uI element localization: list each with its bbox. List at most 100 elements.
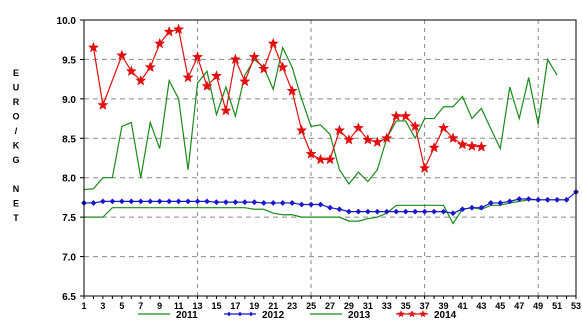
data-point-2012 xyxy=(336,206,343,213)
x-tick-label: 53 xyxy=(571,301,581,311)
data-point-2014 xyxy=(210,70,223,81)
data-point-2014 xyxy=(163,25,175,37)
data-point-2012 xyxy=(487,200,494,206)
data-point-2012 xyxy=(308,201,314,208)
data-point-2012 xyxy=(100,198,106,205)
data-point-2012 xyxy=(270,200,277,206)
x-tick-label: 1 xyxy=(81,301,86,311)
data-point-2014 xyxy=(258,62,270,74)
data-point-2014 xyxy=(97,99,109,110)
data-point-2012 xyxy=(393,208,400,215)
data-point-2014 xyxy=(475,141,488,152)
data-point-2014 xyxy=(324,153,336,165)
data-point-2014 xyxy=(333,124,346,136)
x-tick-label: 9 xyxy=(157,301,162,311)
data-point-2012 xyxy=(204,198,210,205)
data-point-2012 xyxy=(364,208,371,215)
data-point-2014 xyxy=(409,120,421,132)
data-point-2014 xyxy=(362,133,374,145)
data-point-2012 xyxy=(317,201,324,208)
data-point-2012 xyxy=(147,198,154,205)
y-tick-label: 9.5 xyxy=(62,55,76,66)
x-tick-label: 41 xyxy=(457,301,467,311)
x-tick-label: 11 xyxy=(174,301,184,311)
x-tick-label: 21 xyxy=(268,301,278,311)
data-point-2014 xyxy=(456,138,469,150)
y-tick-label: 8.5 xyxy=(62,134,76,145)
data-point-2014 xyxy=(144,61,156,73)
data-point-2012 xyxy=(298,201,305,208)
data-point-2014 xyxy=(400,110,412,121)
data-point-2012 xyxy=(194,198,201,205)
y-axis-label-char: R xyxy=(13,97,20,107)
data-point-2014 xyxy=(390,110,402,121)
data-point-2014 xyxy=(343,133,355,145)
data-point-2014 xyxy=(286,85,298,96)
x-tick-label: 13 xyxy=(193,301,203,311)
data-point-2012 xyxy=(525,196,532,202)
data-point-2014 xyxy=(267,37,279,49)
legend-marker-2014 xyxy=(419,310,427,318)
data-point-2012 xyxy=(506,198,513,205)
y-axis-label-char: N xyxy=(13,184,20,194)
data-point-2012 xyxy=(469,204,475,211)
data-point-2012 xyxy=(459,206,466,213)
data-point-2014 xyxy=(314,153,327,165)
legend-marker-2014 xyxy=(397,310,405,318)
data-point-2012 xyxy=(223,199,229,206)
x-tick-label: 27 xyxy=(325,301,335,311)
data-point-2014 xyxy=(437,122,450,133)
legend-marker-2014 xyxy=(408,310,416,318)
data-point-2014 xyxy=(172,23,185,35)
x-tick-label: 19 xyxy=(249,301,259,311)
data-point-2012 xyxy=(497,200,504,206)
legend-label-2011: 2011 xyxy=(176,310,198,321)
data-point-2012 xyxy=(166,198,173,205)
data-point-2012 xyxy=(383,208,390,215)
x-tick-label: 49 xyxy=(533,301,543,311)
data-point-2012 xyxy=(109,198,116,205)
y-tick-label: 6.5 xyxy=(62,292,76,303)
data-point-2012 xyxy=(279,200,286,206)
data-point-2014 xyxy=(352,122,365,133)
data-point-2012 xyxy=(544,196,551,203)
y-axis-label-char: E xyxy=(13,199,19,209)
x-axis-ticks: 1 3 5 7 9 11 13 15 17 19 21 23 25 27 29 31 33 35 37 39 41 43 4… xyxy=(81,296,581,311)
y-axis-label-char: U xyxy=(13,83,20,93)
data-point-2012 xyxy=(260,200,267,206)
data-point-2014 xyxy=(229,53,242,65)
data-point-2012 xyxy=(251,199,258,206)
data-point-2012 xyxy=(563,196,570,203)
series-line-2011 xyxy=(84,199,567,225)
y-tick-label: 9.0 xyxy=(62,95,76,106)
data-point-2014 xyxy=(116,49,128,61)
data-point-2014 xyxy=(125,65,137,77)
data-point-2012 xyxy=(118,198,125,205)
legend-marker-2012 xyxy=(237,311,243,317)
x-tick-label: 7 xyxy=(138,301,143,311)
y-axis-label-char: K xyxy=(13,141,20,151)
series-layer xyxy=(81,23,579,225)
x-tick-label: 35 xyxy=(401,301,411,311)
x-tick-label: 47 xyxy=(514,301,524,311)
y-tick-label: 8.0 xyxy=(62,174,76,185)
data-point-2014 xyxy=(201,80,213,92)
y-axis-label-char: T xyxy=(13,213,19,223)
x-tick-label: 37 xyxy=(420,301,430,311)
data-point-2012 xyxy=(554,196,560,203)
legend-label-2013: 2013 xyxy=(348,310,371,321)
legend-marker-2012 xyxy=(226,311,232,317)
x-tick-label: 17 xyxy=(230,301,240,311)
data-point-2014 xyxy=(191,51,204,62)
legend-marker-2012 xyxy=(248,311,254,317)
data-point-2012 xyxy=(402,208,409,215)
data-point-2012 xyxy=(327,204,333,211)
legend-label-2012: 2012 xyxy=(262,310,285,321)
data-point-2012 xyxy=(450,210,456,217)
data-point-2012 xyxy=(128,198,135,205)
data-point-2014 xyxy=(371,136,383,148)
data-point-2014 xyxy=(381,132,393,144)
y-axis-label-char: E xyxy=(13,68,19,78)
